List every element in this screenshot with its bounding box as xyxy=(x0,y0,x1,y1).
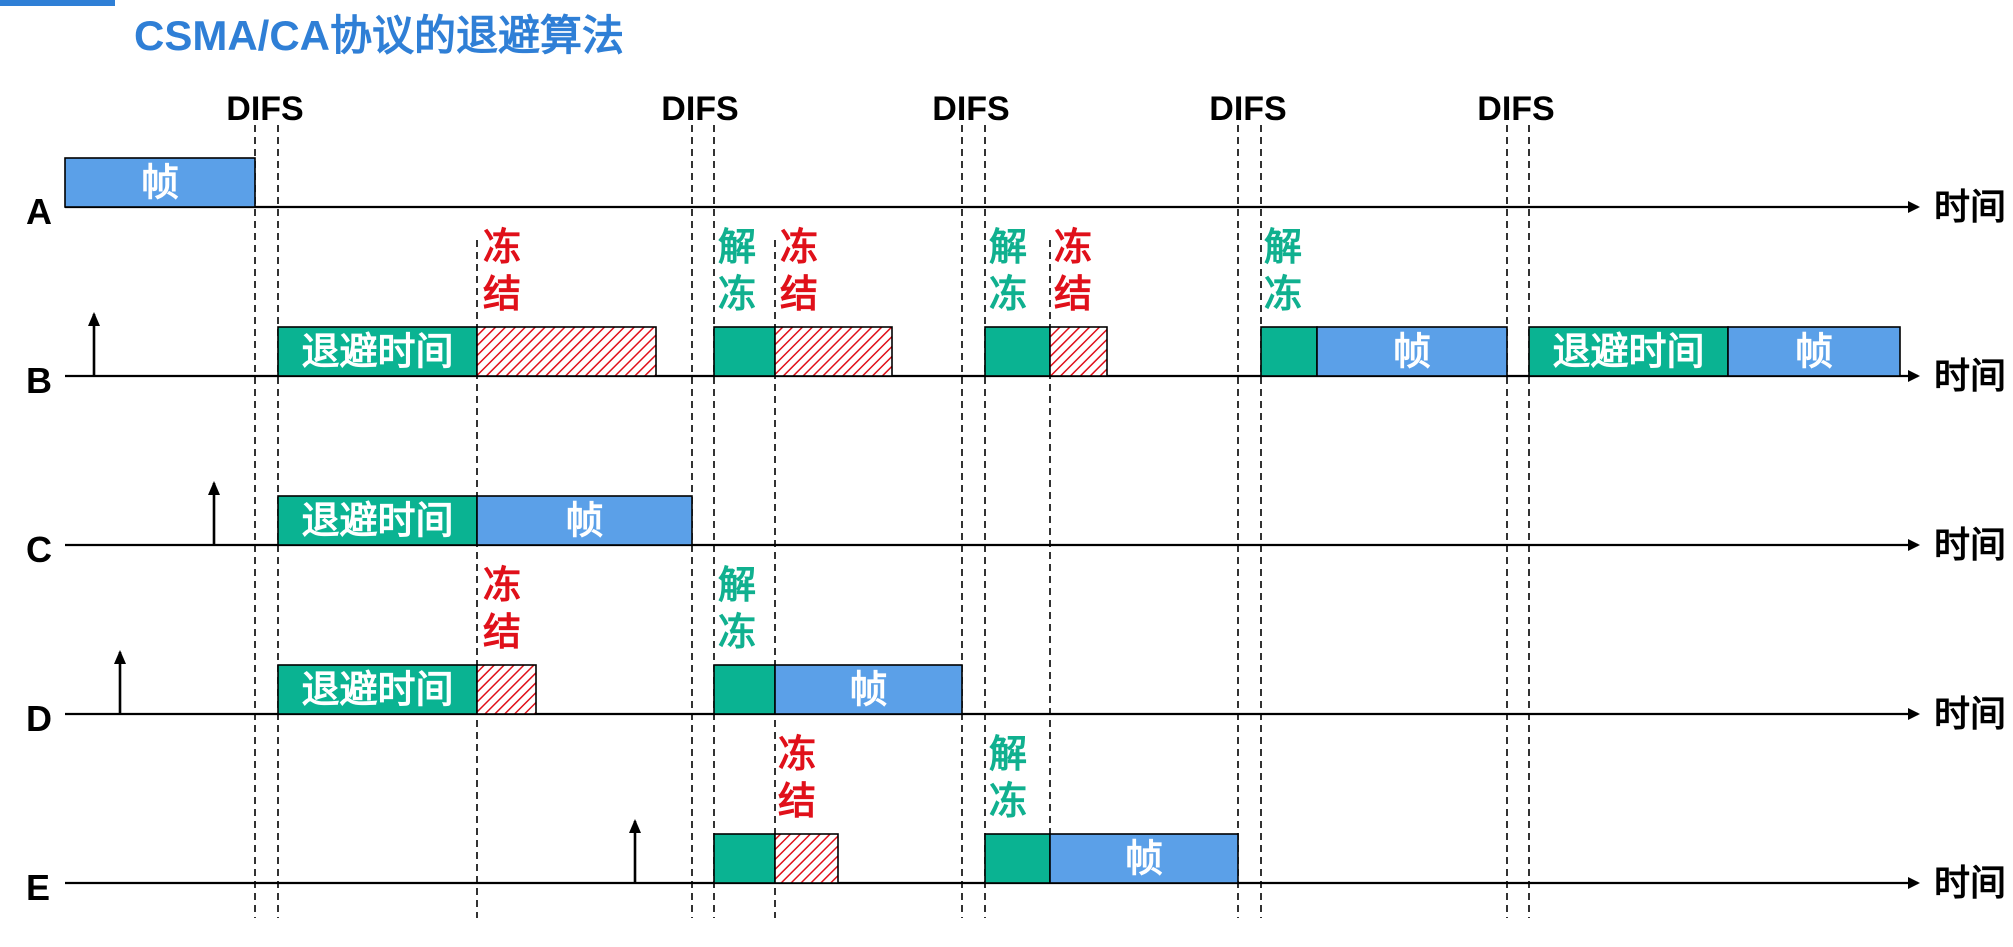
page-title: CSMA/CA协议的退避算法 xyxy=(134,12,624,59)
backoff-block-label: 退避时间 xyxy=(1552,332,1704,374)
backoff-block-d xyxy=(277,664,478,715)
unfreeze-annotation-char: 解 xyxy=(718,565,756,607)
unfreeze-annotation-char: 解 xyxy=(989,734,1027,776)
difs-label: DIFS xyxy=(226,90,303,128)
unfreeze-annotation-char: 解 xyxy=(1264,227,1302,269)
station-label-e: E xyxy=(26,867,50,908)
freeze-annotation-char: 结 xyxy=(483,274,521,316)
frozen-backoff-block-b xyxy=(1049,326,1108,377)
station-label-a: A xyxy=(26,191,52,232)
resume-backoff-block-b xyxy=(984,326,1051,377)
frame-block-c xyxy=(476,495,693,546)
frame-block-a xyxy=(64,157,256,208)
frame-block-label: 帧 xyxy=(1393,332,1431,374)
freeze-annotation-char: 结 xyxy=(1054,274,1092,316)
resume-backoff-block-b xyxy=(1260,326,1318,377)
station-label-d: D xyxy=(26,698,52,739)
difs-label: DIFS xyxy=(932,90,1009,128)
time-axis-label: 时间 xyxy=(1934,524,2006,565)
unfreeze-annotation-char: 冻 xyxy=(718,274,756,316)
frame-block-label: 帧 xyxy=(141,163,179,205)
backoff-block-b xyxy=(1528,326,1729,377)
frozen-backoff-block-b xyxy=(774,326,893,377)
time-axis-label: 时间 xyxy=(1934,186,2006,227)
backoff-block-label: 退避时间 xyxy=(301,332,453,374)
time-axis-label: 时间 xyxy=(1934,862,2006,903)
frame-block-d xyxy=(774,664,963,715)
difs-markers: DIFS DIFS DIFS DIFS DIFS xyxy=(226,90,1555,918)
accent-bar xyxy=(0,0,115,6)
frame-block-b xyxy=(1727,326,1901,377)
freeze-annotation-char: 冻 xyxy=(483,227,521,269)
station-label-c: C xyxy=(26,529,52,570)
backoff-block-c xyxy=(277,495,478,546)
unfreeze-annotation-char: 解 xyxy=(718,227,756,269)
freeze-annotation-char: 结 xyxy=(780,274,818,316)
freeze-annotation-char: 冻 xyxy=(778,734,816,776)
frame-block-label: 帧 xyxy=(1795,332,1833,374)
unfreeze-annotation-char: 解 xyxy=(989,227,1027,269)
frozen-backoff-block-b xyxy=(476,326,657,377)
backoff-block-label: 退避时间 xyxy=(301,670,453,712)
resume-backoff-block-e xyxy=(984,833,1051,884)
frame-block-b xyxy=(1316,326,1508,377)
unfreeze-annotation-char: 冻 xyxy=(1264,274,1302,316)
resume-backoff-block-e xyxy=(713,833,776,884)
freeze-annotation-char: 冻 xyxy=(1054,227,1092,269)
unfreeze-annotation-char: 冻 xyxy=(989,274,1027,316)
frame-block-label: 帧 xyxy=(849,670,887,712)
unfreeze-annotation-char: 冻 xyxy=(718,612,756,654)
freeze-annotation-char: 冻 xyxy=(483,565,521,607)
frozen-backoff-block-e xyxy=(774,833,839,884)
resume-backoff-block-d xyxy=(713,664,776,715)
freeze-annotation-char: 冻 xyxy=(780,227,818,269)
time-axis-label: 时间 xyxy=(1934,355,2006,396)
backoff-block-b xyxy=(277,326,478,377)
freeze-annotation-char: 结 xyxy=(778,781,816,823)
frame-block-label: 帧 xyxy=(565,501,603,543)
station-label-b: B xyxy=(26,360,52,401)
difs-label: DIFS xyxy=(661,90,738,128)
unfreeze-annotation-char: 冻 xyxy=(989,781,1027,823)
time-axis-label: 时间 xyxy=(1934,693,2006,734)
freeze-annotation-char: 结 xyxy=(483,612,521,654)
frozen-backoff-block-d xyxy=(476,664,537,715)
backoff-block-label: 退避时间 xyxy=(301,501,453,543)
difs-label: DIFS xyxy=(1477,90,1554,128)
difs-label: DIFS xyxy=(1209,90,1286,128)
frame-block-label: 帧 xyxy=(1125,839,1163,881)
frame-block-e xyxy=(1049,833,1239,884)
transmission-blocks: 帧退避时间帧退避时间 帧退避时间 帧退避时间 帧帧 xyxy=(64,157,1901,884)
resume-backoff-block-b xyxy=(713,326,776,377)
